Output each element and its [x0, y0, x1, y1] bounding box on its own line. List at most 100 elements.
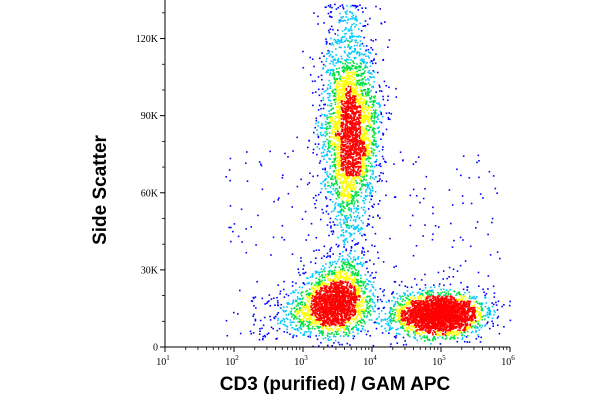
density-dot: [349, 284, 352, 287]
density-dot: [399, 308, 401, 311]
density-dot: [343, 102, 346, 105]
density-dot: [453, 336, 455, 339]
density-dot: [283, 318, 286, 321]
density-dot: [308, 321, 311, 324]
density-dot: [324, 179, 326, 182]
density-dot: [361, 263, 364, 266]
density-dot: [346, 67, 349, 70]
density-dot: [343, 70, 345, 73]
density-dot: [325, 210, 328, 213]
density-dot: [353, 265, 355, 267]
density-dot: [437, 292, 439, 294]
density-dot: [334, 126, 336, 129]
density-dot: [342, 324, 344, 327]
density-dot: [320, 268, 323, 270]
density-dot: [366, 130, 368, 133]
density-dot: [319, 292, 322, 295]
density-dot: [373, 120, 375, 122]
density-dot: [342, 85, 345, 88]
density-dot: [363, 131, 365, 133]
density-dot: [345, 170, 347, 172]
density-dot: [391, 292, 394, 294]
density-dot: [324, 65, 327, 67]
density-dot: [363, 105, 365, 107]
density-dot: [363, 147, 365, 150]
density-dot: [334, 115, 337, 118]
density-dot: [347, 160, 349, 162]
density-dot: [347, 95, 350, 97]
density-dot: [329, 73, 331, 75]
density-dot: [427, 295, 430, 298]
density-dot: [397, 318, 400, 320]
density-dot: [340, 146, 342, 148]
density-dot: [331, 136, 333, 138]
density-dot: [388, 312, 391, 314]
density-dot: [369, 84, 371, 86]
density-dot: [320, 188, 323, 190]
density-dot: [363, 233, 365, 236]
density-dot: [342, 282, 345, 284]
density-dot: [352, 219, 355, 221]
density-dot: [283, 280, 285, 283]
density-dot: [344, 263, 346, 266]
density-dot: [354, 271, 357, 274]
density-dot: [357, 281, 360, 283]
density-dot: [419, 327, 421, 330]
density-dot: [341, 174, 344, 177]
density-dot: [424, 297, 427, 300]
density-dot: [380, 90, 383, 92]
density-dot: [314, 287, 316, 290]
density-dot: [290, 313, 293, 316]
density-dot: [322, 321, 325, 323]
density-dot: [343, 235, 345, 237]
density-dot: [470, 321, 472, 324]
density-dot: [370, 112, 373, 115]
density-dot: [249, 330, 252, 333]
density-dot: [409, 328, 412, 331]
density-dot: [444, 334, 447, 336]
density-dot: [330, 117, 332, 119]
density-dot: [321, 124, 323, 127]
density-dot: [378, 103, 381, 106]
density-dot: [252, 315, 254, 317]
density-dot: [338, 138, 340, 141]
density-dot: [460, 174, 462, 177]
density-dot: [262, 335, 264, 338]
density-dot: [280, 322, 282, 324]
density-dot: [255, 244, 257, 246]
density-dot: [344, 188, 346, 191]
density-dot: [355, 297, 358, 299]
density-dot: [360, 164, 363, 166]
density-dot: [341, 182, 343, 185]
density-dot: [367, 51, 370, 53]
density-dot: [301, 306, 303, 308]
density-dot: [333, 208, 336, 210]
density-dot: [431, 332, 434, 334]
density-dot: [353, 238, 355, 240]
density-dot: [342, 111, 344, 114]
density-dot: [431, 289, 434, 292]
density-dot: [367, 137, 370, 139]
density-dot: [368, 201, 371, 203]
density-dot: [495, 301, 497, 304]
density-dot: [379, 120, 381, 123]
density-dot: [340, 141, 343, 143]
density-dot: [355, 19, 357, 22]
density-dot: [322, 97, 325, 99]
density-dot: [335, 84, 338, 87]
density-dot: [388, 327, 391, 329]
density-dot: [327, 29, 330, 32]
density-dot: [371, 142, 373, 144]
density-dot: [352, 258, 355, 261]
density-dot: [292, 290, 295, 293]
density-dot: [340, 203, 342, 206]
density-dot: [361, 145, 364, 148]
density-dot: [486, 313, 489, 315]
density-dot: [314, 294, 316, 297]
density-dot: [348, 199, 350, 202]
density-dot: [327, 69, 329, 71]
density-dot: [330, 115, 332, 118]
density-dot: [449, 337, 452, 340]
density-dot: [365, 114, 368, 117]
